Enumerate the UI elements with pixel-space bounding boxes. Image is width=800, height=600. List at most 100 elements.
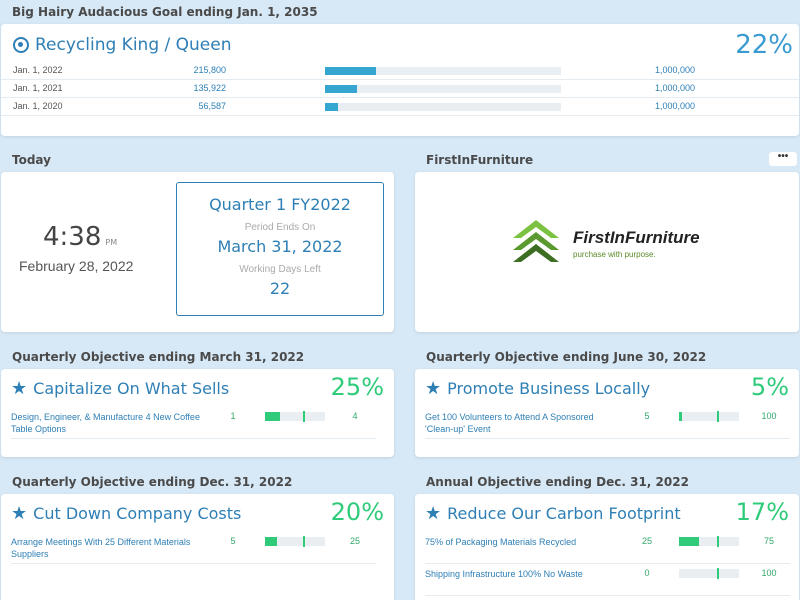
key-result-row[interactable]: 75% of Packaging Materials Recycled 25 7… <box>425 534 790 564</box>
clock-time: 4:38 PM <box>43 222 117 252</box>
key-result-expected-marker <box>717 536 719 547</box>
clock-time-value: 4:38 <box>43 222 102 252</box>
bhag-title[interactable]: Recycling King / Queen <box>13 35 232 55</box>
key-result-row[interactable]: Shipping Infrastructure 100% No Waste 0 … <box>425 566 790 596</box>
clock-ampm: PM <box>105 238 118 247</box>
key-result-expected-marker <box>303 536 305 547</box>
company-logo-name: FirstInFurniture <box>573 228 700 247</box>
bhag-row-target: 1,000,000 <box>655 83 696 93</box>
key-result-name: Design, Engineer, & Manufacture 4 New Co… <box>11 412 200 434</box>
key-result-progress-bar <box>679 411 739 422</box>
target-icon <box>13 37 29 53</box>
objective-title-label: Cut Down Company Costs <box>33 504 242 523</box>
key-result-progress-bar <box>679 568 739 579</box>
company-card: FirstInFurniture purchase with purpose. <box>415 172 799 332</box>
objective-title[interactable]: ★ Promote Business Locally <box>425 379 650 398</box>
key-result-start: 5 <box>644 411 650 421</box>
today-heading: Today <box>12 153 51 167</box>
bhag-row-value: 56,587 <box>198 101 226 111</box>
key-result-end: 100 <box>761 411 777 421</box>
more-options-button[interactable]: ••• <box>769 152 797 166</box>
bhag-progress-fill <box>325 67 376 75</box>
key-result-end: 4 <box>352 411 358 421</box>
key-result-row[interactable]: Get 100 Volunteers to Attend A Sponsored… <box>425 409 790 439</box>
today-card: 4:38 PM February 28, 2022 Quarter 1 FY202… <box>1 172 394 332</box>
key-result-start: 1 <box>230 411 236 421</box>
period-end-label: Period Ends On <box>244 222 316 233</box>
objective-heading: Quarterly Objective ending Dec. 31, 2022 <box>12 475 293 489</box>
key-result-end: 100 <box>761 568 777 578</box>
company-logo-tagline: purchase with purpose. <box>573 250 656 259</box>
bhag-title-label: Recycling King / Queen <box>35 35 232 55</box>
working-days-label: Working Days Left <box>239 264 321 275</box>
star-icon: ★ <box>11 377 28 399</box>
bhag-row-date: Jan. 1, 2022 <box>13 65 63 75</box>
bhag-progress-fill <box>325 103 339 111</box>
key-result-start: 5 <box>230 536 236 546</box>
period-end-date: March 31, 2022 <box>217 237 343 256</box>
key-result-name: Shipping Infrastructure 100% No Waste <box>425 569 583 579</box>
bhag-progress-bar <box>325 67 561 75</box>
key-result-progress-bar <box>679 536 739 547</box>
today-date: February 28, 2022 <box>19 258 134 274</box>
key-result-row[interactable]: Design, Engineer, & Manufacture 4 New Co… <box>11 409 376 439</box>
objective-heading: Quarterly Objective ending June 30, 2022 <box>426 350 707 364</box>
key-result-name: Arrange Meetings With 25 Different Mater… <box>11 537 191 559</box>
bhag-row[interactable]: Jan. 1, 2020 56,587 1,000,000 <box>1 98 799 116</box>
objective-percent: 5% <box>750 373 789 401</box>
quarter-panel: Quarter 1 FY2022 Period Ends On March 31… <box>176 182 384 316</box>
key-result-row[interactable]: Arrange Meetings With 25 Different Mater… <box>11 534 376 564</box>
objective-title-label: Capitalize On What Sells <box>33 379 230 398</box>
key-result-end: 75 <box>763 536 774 546</box>
company-heading: FirstInFurniture <box>426 153 534 167</box>
objective-percent: 25% <box>330 373 384 401</box>
key-result-start: 25 <box>641 536 652 546</box>
star-icon: ★ <box>425 377 442 399</box>
objective-title[interactable]: ★ Reduce Our Carbon Footprint <box>425 504 681 523</box>
bhag-progress-fill <box>325 85 358 93</box>
key-result-progress-fill <box>679 537 699 546</box>
objective-percent: 17% <box>735 498 789 526</box>
bhag-percent: 22% <box>735 30 793 60</box>
objective-card: ★ Capitalize On What Sells 25% Design, E… <box>1 369 394 457</box>
bhag-card: Recycling King / Queen 22% Jan. 1, 2022 … <box>1 24 799 136</box>
key-result-progress-bar <box>265 411 325 422</box>
bhag-progress-bar <box>325 103 561 111</box>
objective-card: ★ Cut Down Company Costs 20% Arrange Mee… <box>1 494 394 600</box>
key-result-expected-marker <box>303 411 305 422</box>
objective-title-label: Reduce Our Carbon Footprint <box>447 504 681 523</box>
star-icon: ★ <box>11 502 28 524</box>
key-result-progress-fill <box>265 412 280 421</box>
objective-card: ★ Reduce Our Carbon Footprint 17% 75% of… <box>415 494 799 600</box>
bhag-row-target: 1,000,000 <box>655 65 696 75</box>
key-result-progress-fill <box>679 412 682 421</box>
key-result-expected-marker <box>717 411 719 422</box>
bhag-heading: Big Hairy Audacious Goal ending Jan. 1, … <box>12 5 318 19</box>
bhag-row-value: 135,922 <box>193 83 226 93</box>
key-result-progress-bar <box>265 536 325 547</box>
bhag-row-value: 215,800 <box>193 65 226 75</box>
working-days-value: 22 <box>269 279 291 298</box>
key-result-expected-marker <box>717 568 719 579</box>
bhag-row[interactable]: Jan. 1, 2021 135,922 1,000,000 <box>1 80 799 98</box>
bhag-row-date: Jan. 1, 2021 <box>13 83 63 93</box>
key-result-end: 25 <box>349 536 360 546</box>
objective-title[interactable]: ★ Capitalize On What Sells <box>11 379 229 398</box>
objective-title-label: Promote Business Locally <box>447 379 651 398</box>
objective-percent: 20% <box>330 498 384 526</box>
chevron-logo-icon <box>513 220 559 262</box>
key-result-name: 75% of Packaging Materials Recycled <box>425 537 577 547</box>
objective-heading: Quarterly Objective ending March 31, 202… <box>12 350 305 364</box>
key-result-progress-fill <box>265 537 277 546</box>
quarter-label: Quarter 1 FY2022 <box>209 195 351 214</box>
bhag-row[interactable]: Jan. 1, 2022 215,800 1,000,000 <box>1 62 799 80</box>
bhag-row-target: 1,000,000 <box>655 101 696 111</box>
bhag-row-date: Jan. 1, 2020 <box>13 101 63 111</box>
key-result-start: 0 <box>644 568 650 578</box>
objective-heading: Annual Objective ending Dec. 31, 2022 <box>426 475 689 489</box>
star-icon: ★ <box>425 502 442 524</box>
bhag-progress-bar <box>325 85 561 93</box>
objective-card: ★ Promote Business Locally 5% Get 100 Vo… <box>415 369 799 457</box>
objective-title[interactable]: ★ Cut Down Company Costs <box>11 504 241 523</box>
key-result-name: Get 100 Volunteers to Attend A Sponsored… <box>425 412 594 434</box>
